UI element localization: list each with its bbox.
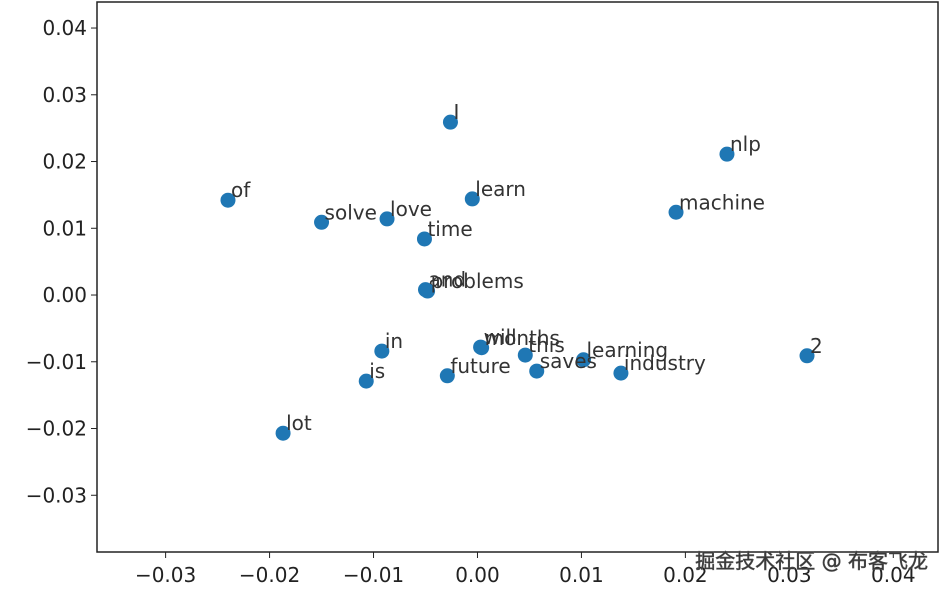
point-label: saves [540, 349, 597, 373]
point [358, 373, 374, 389]
point [464, 191, 480, 207]
point-label: and [428, 268, 466, 292]
point-label: industry [624, 351, 706, 375]
point-label: love [390, 197, 432, 221]
point [275, 425, 291, 441]
watermark: 掘金技术社区 @ 布客飞龙 [695, 549, 928, 573]
point-label: in [385, 329, 403, 353]
y-tick-label: −0.01 [26, 350, 87, 374]
x-tick-label: 0.04 [871, 563, 916, 587]
point-label: future [450, 354, 510, 378]
y-tick-label: 0.02 [42, 150, 87, 174]
point-label: lot [286, 411, 312, 435]
point-label: months [485, 326, 560, 350]
y-tick-label: −0.02 [26, 417, 87, 441]
point-label: nlp [730, 132, 761, 156]
point [374, 343, 390, 359]
plot-frame [96, 1, 939, 553]
point [314, 214, 330, 230]
point [379, 211, 395, 227]
x-tick-label: 0.03 [767, 563, 812, 587]
x-tick-label: 0.02 [663, 563, 708, 587]
point [529, 363, 545, 379]
x-tick-label: −0.03 [135, 563, 196, 587]
point [668, 204, 684, 220]
x-tick-label: −0.01 [343, 563, 404, 587]
point-label: time [427, 217, 472, 241]
point [220, 192, 236, 208]
point [576, 352, 592, 368]
point-label: I [453, 100, 459, 124]
point [613, 365, 629, 381]
point-label: problems [431, 269, 524, 293]
point [439, 368, 455, 384]
point [416, 231, 432, 247]
point-label: this [528, 333, 565, 357]
point [442, 114, 458, 130]
x-tick-label: 0.01 [559, 563, 604, 587]
y-tick-label: 0.03 [42, 83, 87, 107]
point [719, 146, 735, 162]
y-tick-label: 0.01 [42, 216, 87, 240]
point-label: learning [587, 338, 669, 362]
y-tick-label: 0.00 [42, 283, 87, 307]
y-tick-label: −0.03 [26, 483, 87, 507]
point-label: 2 [810, 334, 823, 358]
point-label: will [484, 325, 517, 349]
point-label: machine [679, 190, 765, 214]
point [474, 340, 490, 356]
point-label: is [369, 359, 385, 383]
point-label: of [231, 178, 251, 202]
point [517, 347, 533, 363]
point-label: learn [475, 177, 526, 201]
point [420, 283, 436, 299]
point-label: solve [325, 200, 377, 224]
point [799, 348, 815, 364]
x-tick-label: 0.00 [455, 563, 500, 587]
x-tick-label: −0.02 [239, 563, 300, 587]
y-tick-label: 0.04 [42, 16, 87, 40]
